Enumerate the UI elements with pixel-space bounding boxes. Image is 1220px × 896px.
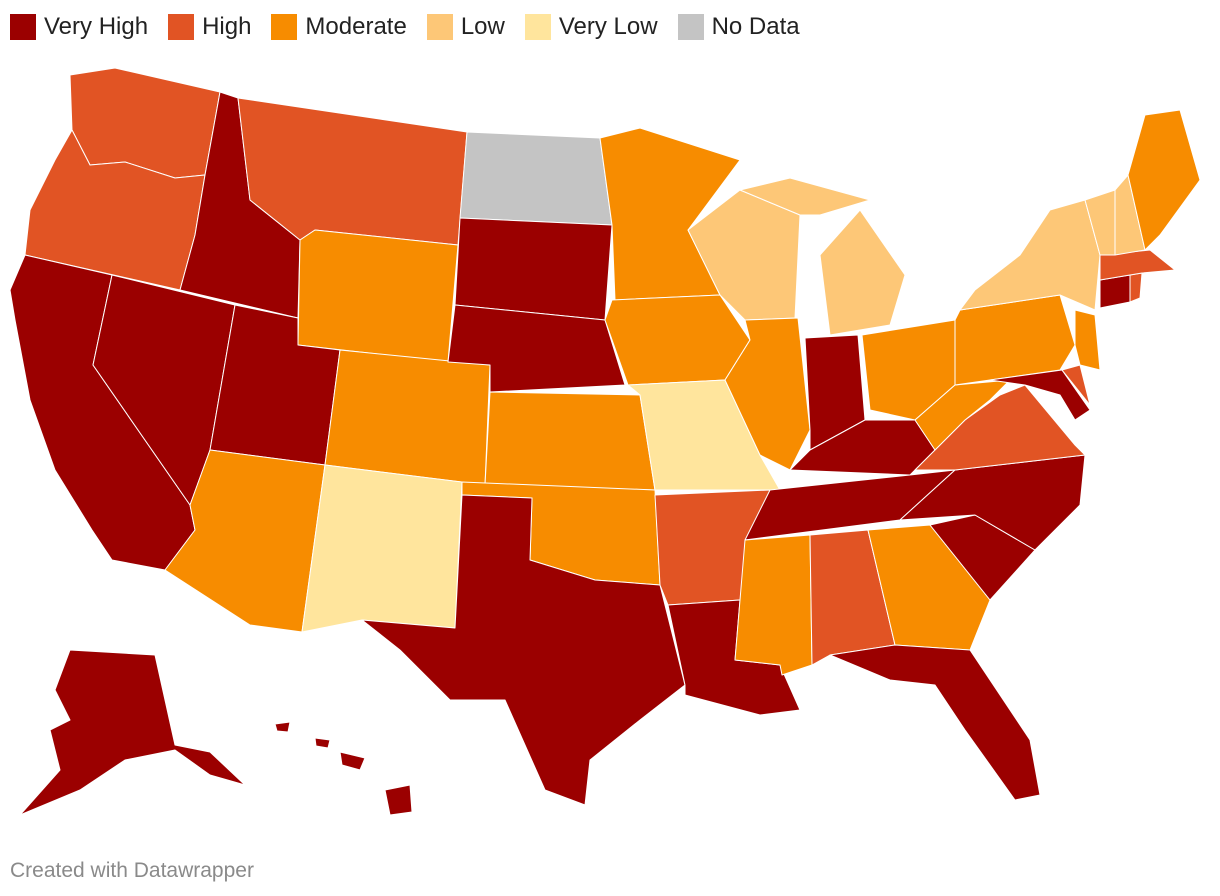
state-hawaii[interactable] [274, 721, 413, 816]
legend-label: Low [460, 13, 505, 40]
legend-swatch [271, 14, 298, 40]
state-colorado[interactable] [324, 349, 491, 486]
state-michigan[interactable] [819, 209, 906, 336]
state-wyoming[interactable] [297, 229, 459, 363]
state-rhode-island[interactable] [1129, 272, 1143, 303]
state-new-mexico[interactable] [301, 464, 463, 633]
legend-label: High [202, 13, 252, 40]
legend-swatch [426, 14, 453, 40]
state-washington[interactable] [69, 67, 221, 179]
legend-label: Moderate [305, 13, 407, 40]
state-texas[interactable] [361, 494, 686, 806]
legend-item-high: High [168, 12, 251, 42]
legend-swatch [677, 14, 704, 40]
state-illinois[interactable] [724, 317, 811, 471]
legend-item-low: Low [426, 12, 505, 42]
legend-item-very-high: Very High [10, 12, 148, 42]
state-georgia[interactable] [867, 524, 991, 651]
footer-credit: Created with Datawrapper [10, 859, 254, 882]
state-north-dakota[interactable] [459, 131, 613, 226]
legend-label: Very High [44, 13, 149, 40]
legend-label: No Data [711, 13, 800, 40]
state-connecticut[interactable] [1099, 274, 1131, 309]
legend-swatch [524, 14, 551, 40]
state-alaska[interactable] [19, 649, 246, 816]
state-michigan-up[interactable] [739, 177, 871, 216]
state-florida[interactable] [829, 644, 1041, 801]
state-new-york[interactable] [959, 199, 1101, 311]
legend: Very High High Moderate Low Very Low No … [10, 12, 820, 42]
state-new-jersey[interactable] [1074, 309, 1101, 371]
state-iowa[interactable] [604, 294, 751, 386]
state-delaware[interactable] [1061, 364, 1091, 406]
legend-swatch [168, 14, 195, 40]
state-maine[interactable] [1127, 109, 1201, 251]
state-mississippi[interactable] [734, 534, 813, 676]
legend-item-very-low: Very Low [524, 12, 658, 42]
legend-item-moderate: Moderate [271, 12, 407, 42]
legend-item-no-data: No Data [677, 12, 800, 42]
legend-label: Very Low [558, 13, 658, 40]
state-south-dakota[interactable] [454, 217, 613, 321]
state-kansas[interactable] [484, 391, 656, 491]
legend-swatch [10, 14, 36, 40]
